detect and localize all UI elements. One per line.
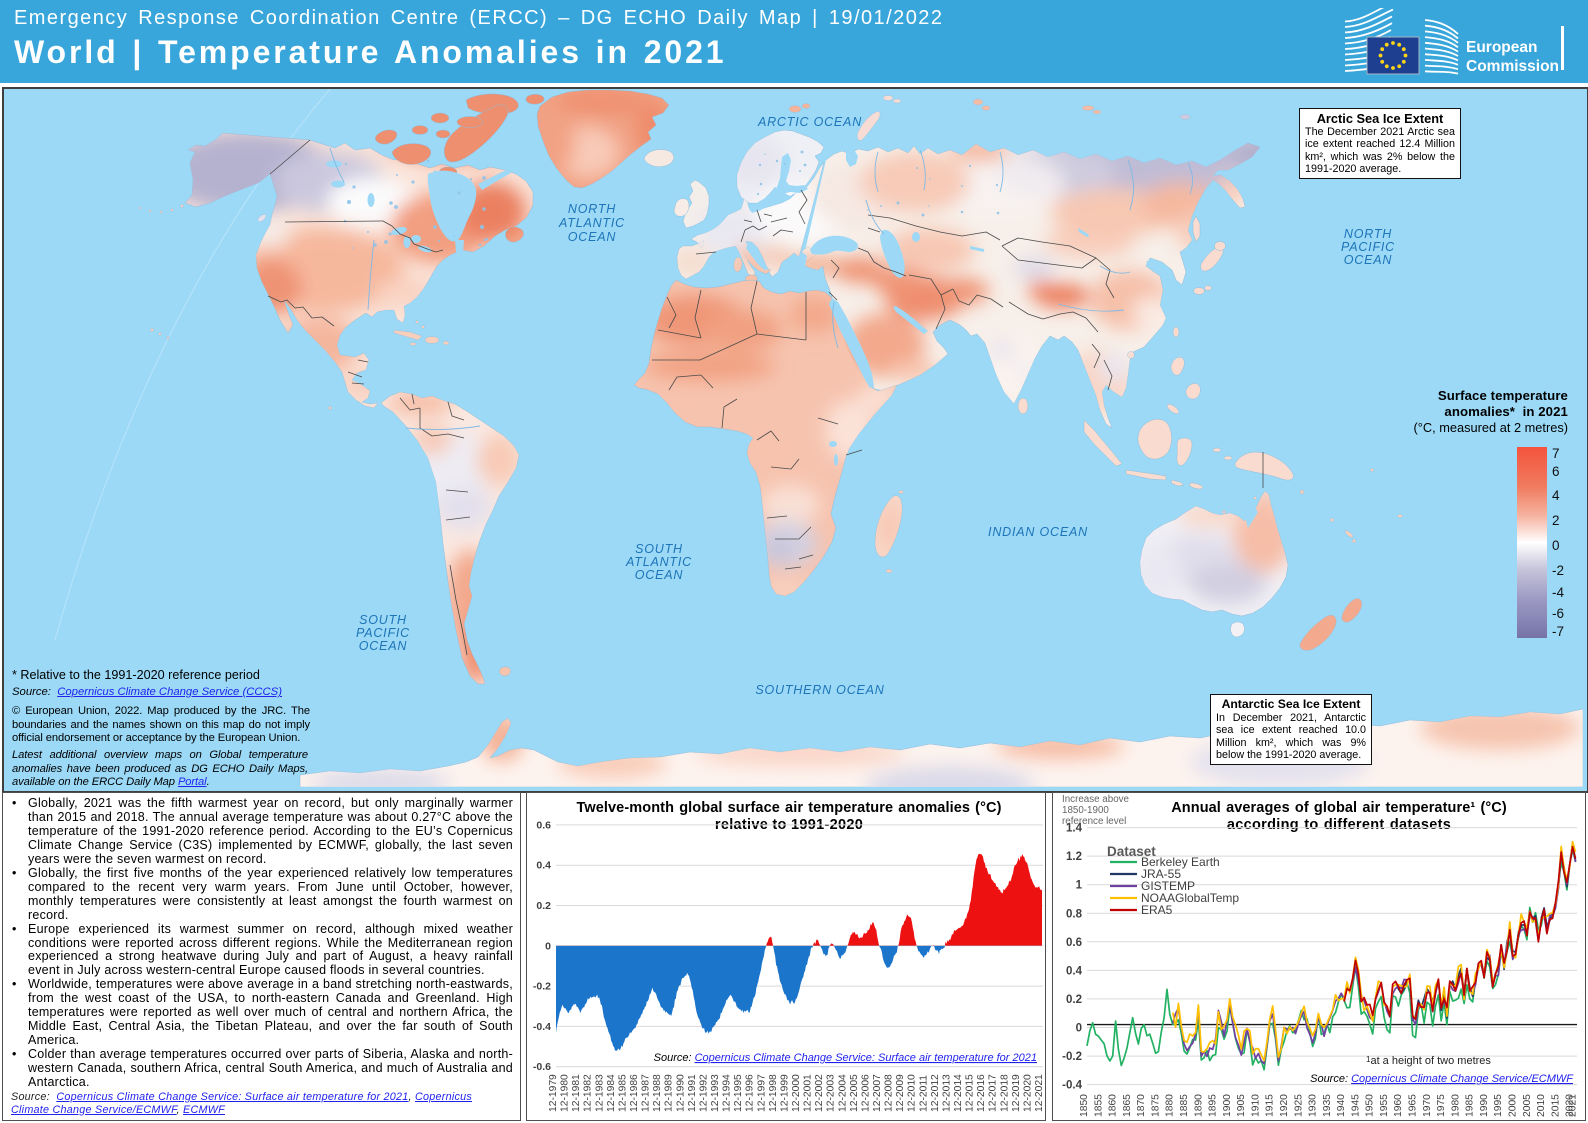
svg-text:NORTH: NORTH xyxy=(568,202,616,216)
svg-text:4: 4 xyxy=(1552,488,1560,503)
svg-text:anomalies* in 2021: anomalies* in 2021 xyxy=(1444,404,1568,419)
svg-text:Commission: Commission xyxy=(1466,58,1559,75)
svg-text:NORTH: NORTH xyxy=(1344,227,1392,241)
svg-text:ATLANTIC: ATLANTIC xyxy=(625,555,692,569)
svg-text:0: 0 xyxy=(1552,538,1560,553)
svg-text:European: European xyxy=(1466,39,1537,56)
svg-text:OCEAN: OCEAN xyxy=(568,230,617,244)
svg-text:INDIAN OCEAN: INDIAN OCEAN xyxy=(988,525,1088,539)
svg-text:OCEAN: OCEAN xyxy=(1344,253,1393,267)
svg-text:SOUTHERN OCEAN: SOUTHERN OCEAN xyxy=(755,683,884,697)
svg-text:-2: -2 xyxy=(1552,563,1564,578)
svg-text:ARCTIC OCEAN: ARCTIC OCEAN xyxy=(757,115,862,129)
svg-text:2: 2 xyxy=(1552,513,1560,528)
svg-text:SOUTH: SOUTH xyxy=(359,613,407,627)
svg-text:PACIFIC: PACIFIC xyxy=(356,626,410,640)
svg-text:OCEAN: OCEAN xyxy=(635,568,684,582)
svg-text:-6: -6 xyxy=(1552,606,1564,621)
svg-text:7: 7 xyxy=(1552,446,1560,461)
svg-text:6: 6 xyxy=(1552,464,1560,479)
svg-text:-4: -4 xyxy=(1552,585,1564,600)
svg-text:OCEAN: OCEAN xyxy=(359,639,408,653)
svg-text:-7: -7 xyxy=(1552,624,1564,639)
svg-text:ATLANTIC: ATLANTIC xyxy=(558,216,625,230)
svg-text:Surface temperature: Surface temperature xyxy=(1438,388,1568,403)
svg-text:SOUTH: SOUTH xyxy=(635,542,683,556)
svg-text:(°C, measured at 2 metres): (°C, measured at 2 metres) xyxy=(1414,420,1568,435)
svg-text:PACIFIC: PACIFIC xyxy=(1341,240,1395,254)
